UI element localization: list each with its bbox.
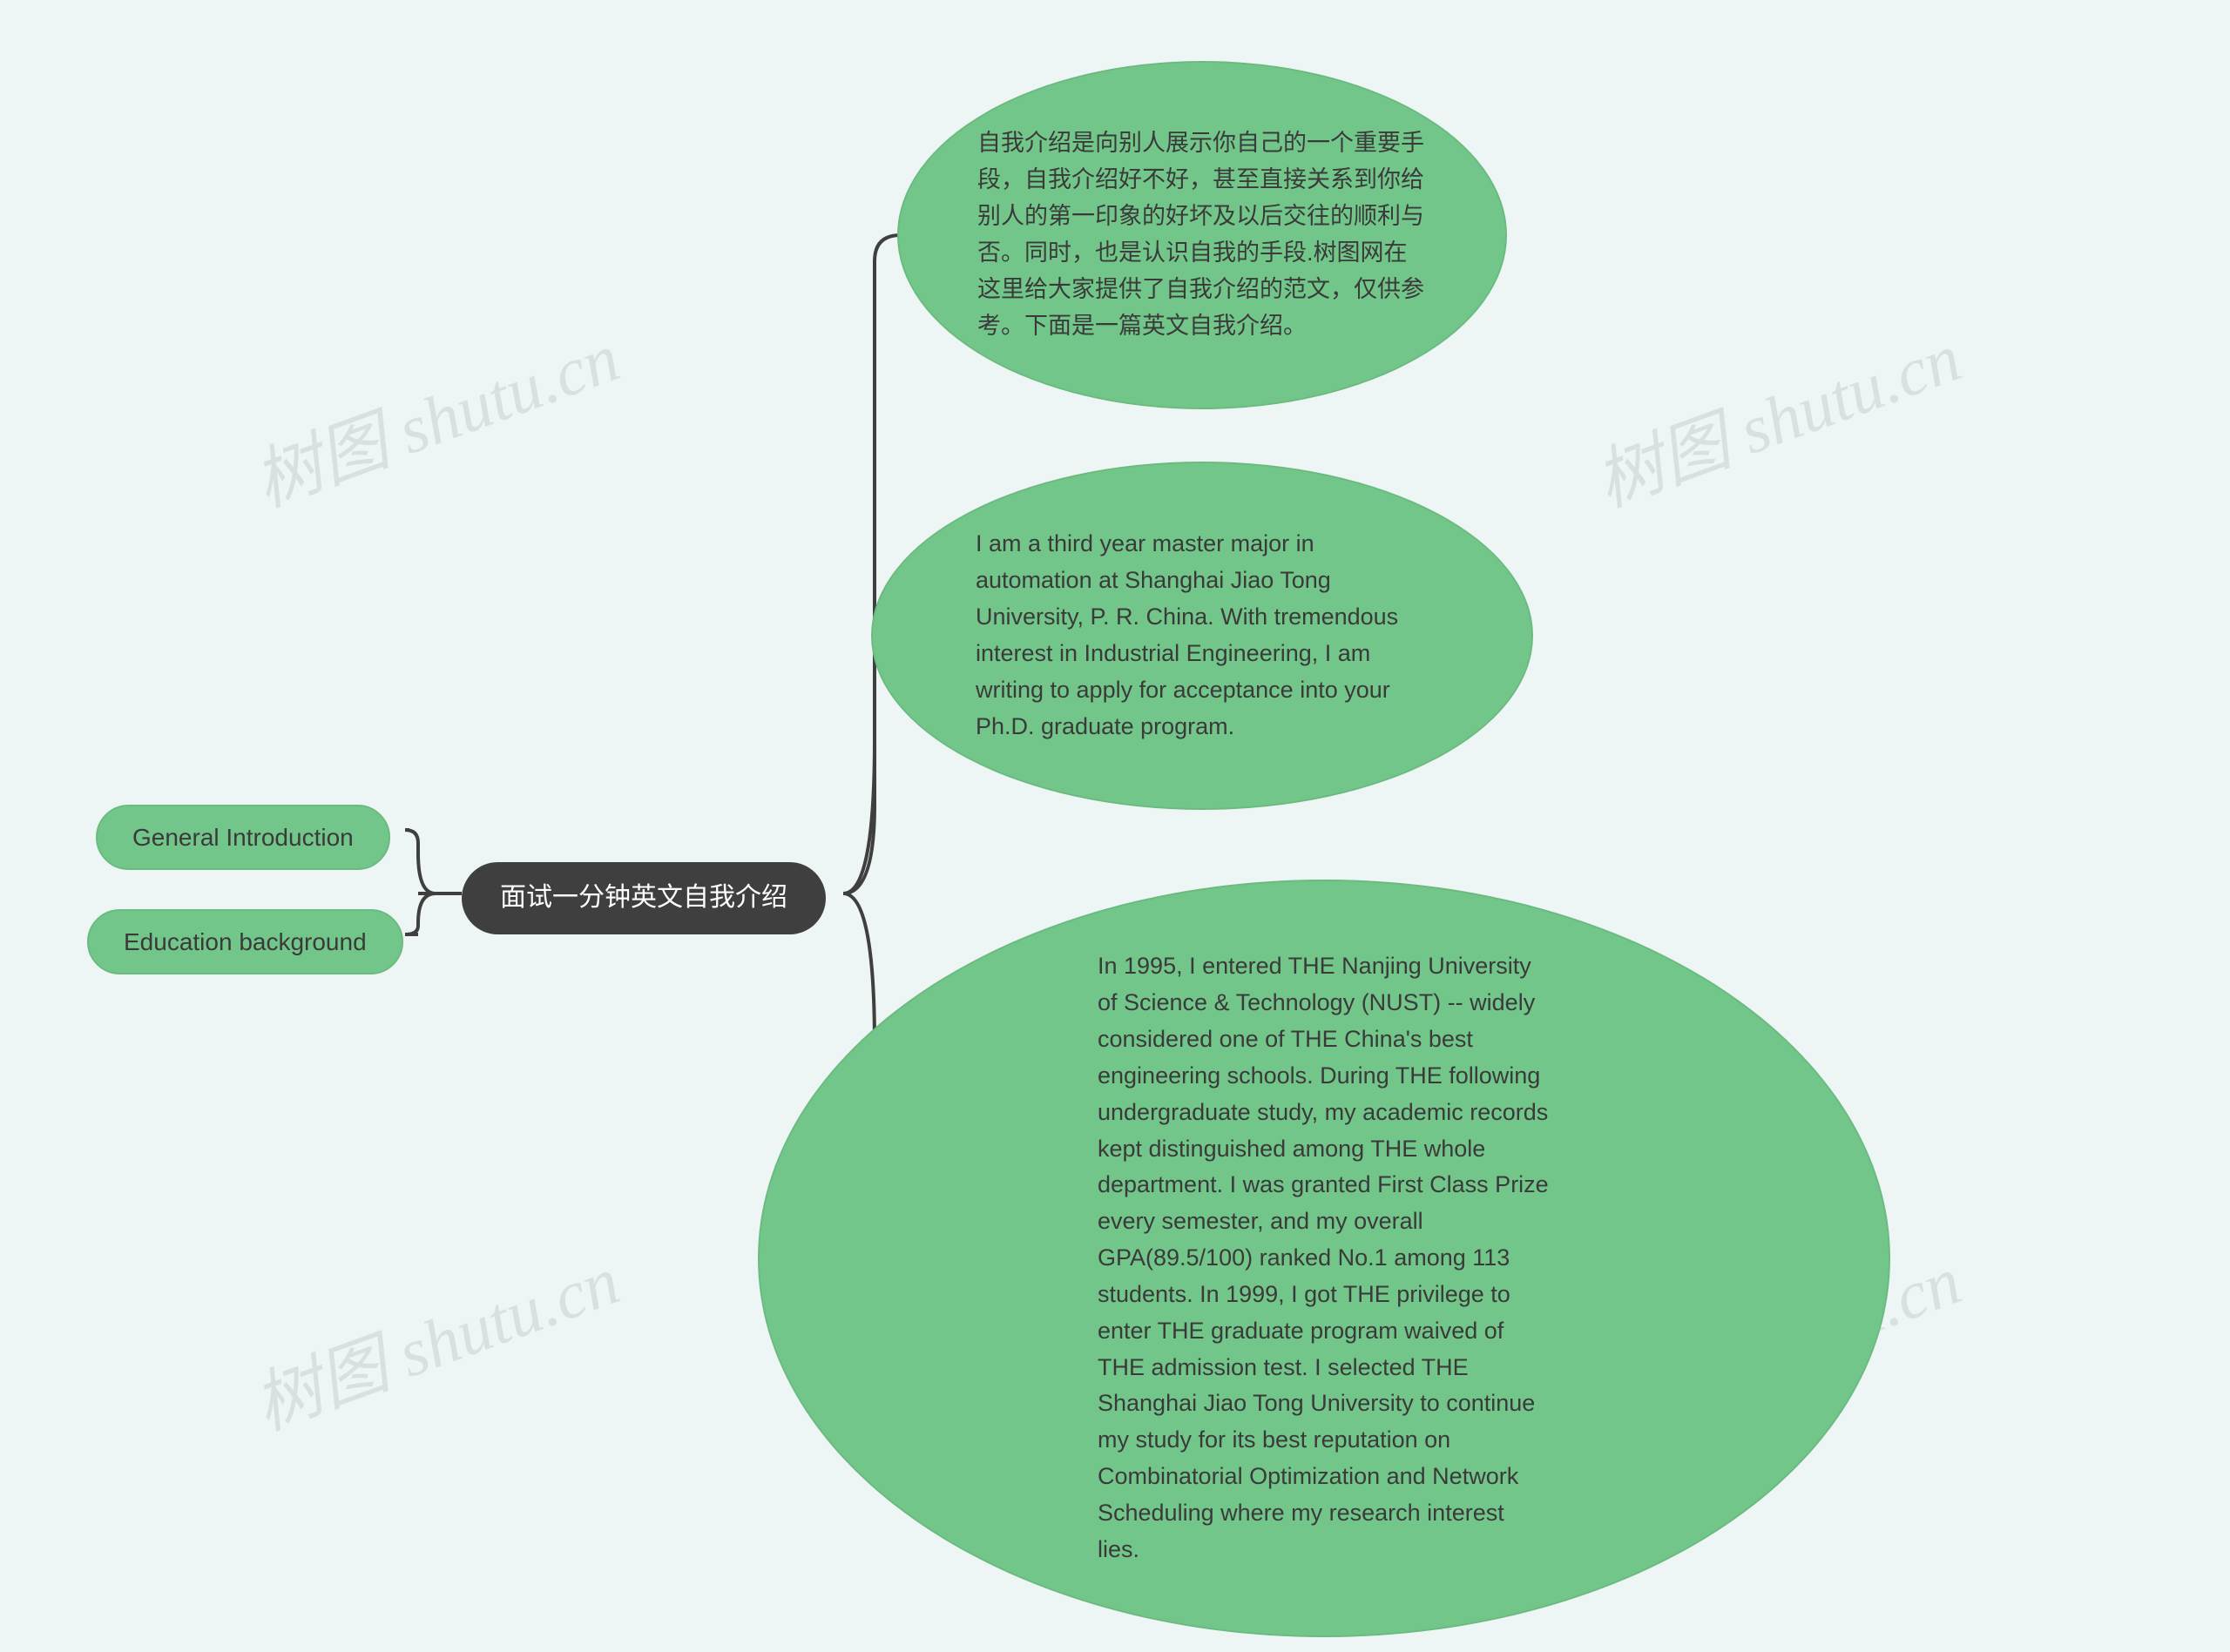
connector-path [405,893,436,934]
node-label: General Introduction [132,819,354,856]
left-node-left1[interactable]: General Introduction [96,805,390,870]
root-node[interactable]: 面试一分钟英文自我介绍 [462,862,826,934]
connector-path [843,235,901,893]
node-text: In 1995, I entered THE Nanjing Universit… [1098,948,1551,1568]
node-label: Education background [124,923,367,961]
left-node-left2[interactable]: Education background [87,909,403,974]
right-node-r3[interactable]: In 1995, I entered THE Nanjing Universit… [758,880,1890,1637]
mindmap-canvas: 树图 shutu.cn树图 shutu.cn树图 shutu.cn树图 shut… [0,0,2230,1652]
watermark: 树图 shutu.cn [239,304,631,526]
watermark: 树图 shutu.cn [1580,304,1972,526]
root-label: 面试一分钟英文自我介绍 [500,878,787,919]
right-node-r1[interactable]: 自我介绍是向别人展示你自己的一个重要手段，自我介绍好不好，甚至直接关系到你给别人… [897,61,1507,409]
connector-path [405,830,436,893]
watermark: 树图 shutu.cn [239,1227,631,1449]
right-node-r2[interactable]: I am a third year master major in automa… [871,462,1533,810]
node-text: I am a third year master major in automa… [976,526,1429,745]
node-text: 自我介绍是向别人展示你自己的一个重要手段，自我介绍好不好，甚至直接关系到你给别人… [977,125,1427,344]
